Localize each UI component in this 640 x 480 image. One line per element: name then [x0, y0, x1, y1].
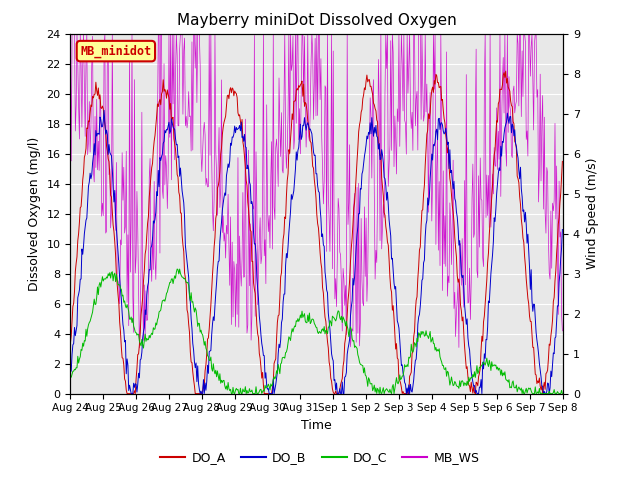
Text: MB_minidot: MB_minidot	[80, 44, 152, 58]
Y-axis label: Wind Speed (m/s): Wind Speed (m/s)	[586, 158, 598, 269]
Legend: DO_A, DO_B, DO_C, MB_WS: DO_A, DO_B, DO_C, MB_WS	[156, 446, 484, 469]
Y-axis label: Dissolved Oxygen (mg/l): Dissolved Oxygen (mg/l)	[28, 136, 41, 291]
X-axis label: Time: Time	[301, 419, 332, 432]
Title: Mayberry miniDot Dissolved Oxygen: Mayberry miniDot Dissolved Oxygen	[177, 13, 457, 28]
